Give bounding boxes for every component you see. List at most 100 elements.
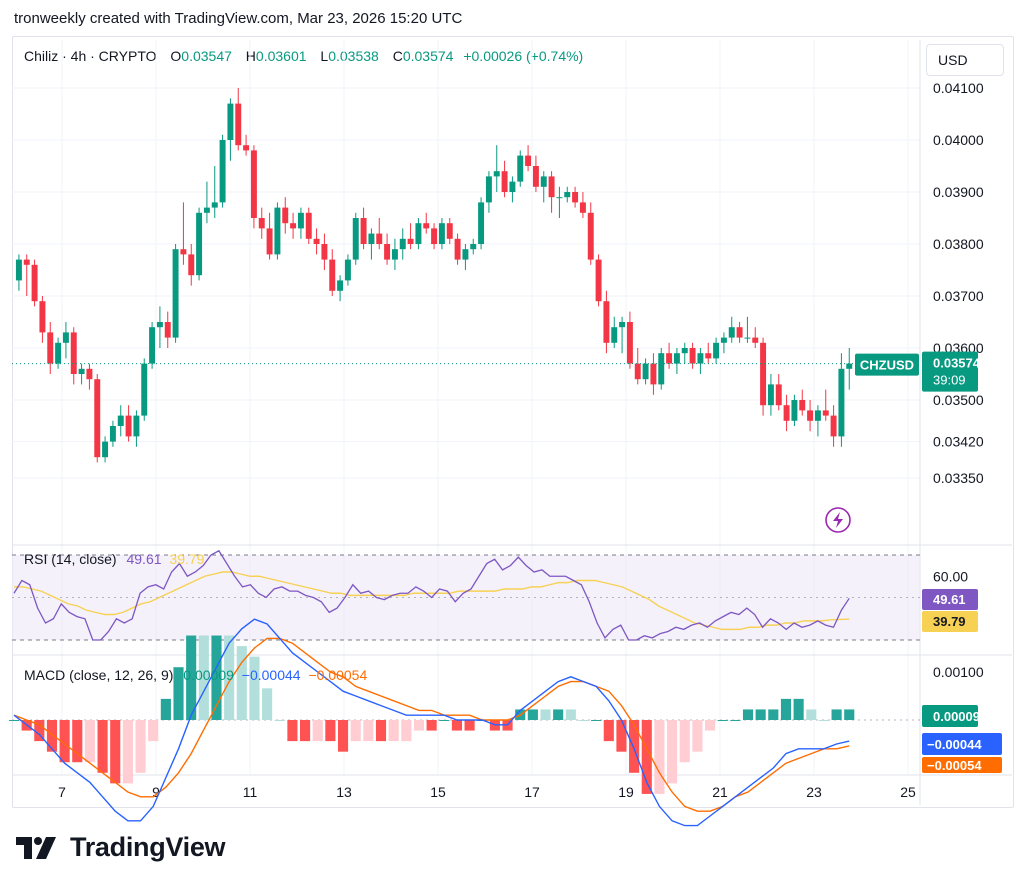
candle-body: [94, 379, 101, 458]
macd-line: [13, 618, 850, 827]
candle-body: [634, 363, 641, 380]
macd-histogram-bar: [46, 720, 58, 752]
candle-body: [219, 140, 226, 203]
macd-histogram-bar: [540, 709, 551, 720]
candle-body: [258, 218, 265, 229]
candle-body: [517, 155, 524, 182]
macd-histogram-bar: [654, 720, 665, 794]
macd-histogram-bar: [451, 720, 462, 731]
macd-histogram-bar: [325, 720, 336, 742]
macd-histogram-bar: [312, 720, 323, 742]
rsi-ma-tag: [922, 611, 978, 632]
time-axis-label: 7: [58, 784, 66, 800]
candle-body: [337, 280, 344, 291]
macd-hist-tag: [922, 705, 978, 727]
macd-histogram-bar: [755, 709, 766, 720]
candle-body: [250, 150, 257, 218]
macd-axis-label: 0.00100: [933, 664, 984, 680]
macd-histogram-bar: [629, 720, 640, 773]
candle-body: [525, 155, 532, 166]
candle-body: [329, 259, 336, 291]
candle-body: [579, 202, 586, 213]
lightning-icon-bolt: [833, 512, 843, 528]
tradingview-logo-icon: [16, 836, 56, 859]
candle-body: [344, 259, 351, 281]
candle-body: [470, 244, 477, 250]
candle-body: [728, 327, 735, 338]
candle-body: [666, 353, 673, 364]
price-axis-label: 0.03800: [933, 236, 984, 252]
candle-body: [47, 332, 54, 364]
candle-body: [39, 301, 46, 333]
candle-body: [619, 322, 626, 328]
candle-body: [658, 353, 665, 385]
candle-body: [689, 348, 696, 364]
candle-body: [713, 342, 720, 359]
candle-body: [15, 259, 22, 281]
candle-body: [407, 238, 414, 244]
price-axis-label: 0.04000: [933, 132, 984, 148]
macd-histogram-bar: [84, 720, 95, 763]
macd-histogram-bar: [793, 698, 804, 720]
time-axis-label: 13: [336, 784, 352, 800]
rsi-value-tag-label: 49.61: [933, 592, 966, 607]
candle-body: [431, 228, 438, 244]
macd-histogram-bar: [274, 720, 285, 721]
macd-histogram-bar: [148, 720, 159, 742]
candle-body: [650, 363, 657, 385]
candle-body: [70, 332, 77, 374]
candle-body: [235, 103, 242, 146]
macd-histogram-bar: [667, 720, 678, 784]
candle-body: [446, 223, 453, 239]
candle-body: [838, 368, 845, 437]
macd-histogram-bar: [704, 720, 716, 731]
candle-body: [305, 212, 312, 239]
macd-histogram-bar: [350, 720, 361, 742]
price-axis-label: 0.03900: [933, 184, 984, 200]
candle-body: [86, 368, 93, 380]
macd-histogram-bar: [110, 720, 121, 784]
macd-value-tag: [922, 733, 1002, 755]
ohlc-legend: Chiliz · 4h · CRYPTO O0.03547 H0.03601 L…: [24, 48, 583, 64]
candle-body: [626, 322, 633, 364]
candle-body: [125, 415, 132, 437]
price-axis-label: 0.03500: [933, 392, 984, 408]
macd-histogram-bar: [464, 720, 475, 731]
price-axis-label: 0.03350: [933, 470, 984, 486]
candle-body: [133, 415, 140, 437]
macd-legend: MACD (close, 12, 26, 9) 0.00009 −0.00044…: [24, 667, 367, 683]
time-axis-label: 19: [618, 784, 634, 800]
currency-button[interactable]: USD: [926, 44, 1004, 76]
rsi-legend: RSI (14, close) 49.61 39.79: [24, 551, 204, 567]
candle-body: [814, 410, 821, 421]
macd-value-tag-label: −0.00044: [927, 737, 982, 752]
time-axis-label: 17: [524, 784, 540, 800]
macd-histogram-bar: [97, 720, 108, 773]
candle-body: [266, 228, 273, 255]
macd-histogram-bar: [401, 720, 412, 742]
candle-body: [642, 363, 649, 380]
candle-body: [23, 259, 30, 265]
candle-body: [697, 353, 704, 364]
macd-signal-tag: [922, 757, 1002, 773]
candle-body: [532, 166, 539, 187]
time-axis-label: 21: [712, 784, 728, 800]
macd-histogram-bar: [249, 656, 260, 720]
macd-histogram-bar: [679, 720, 690, 763]
candle-body: [556, 197, 563, 199]
candle-body: [290, 223, 297, 229]
candle-body: [673, 353, 680, 364]
open-label: O: [170, 48, 182, 64]
candle-body: [493, 171, 500, 177]
candle-body: [423, 223, 430, 229]
candle-body: [611, 327, 618, 343]
macd-histogram-bar: [8, 720, 20, 721]
candle-body: [501, 171, 508, 192]
candle-body: [376, 233, 383, 244]
macd-histogram-bar: [122, 720, 133, 784]
macd-histogram-bar: [806, 709, 817, 720]
time-axis-label: 23: [806, 784, 822, 800]
candle-body: [297, 212, 304, 229]
macd-histogram-bar: [337, 720, 349, 752]
